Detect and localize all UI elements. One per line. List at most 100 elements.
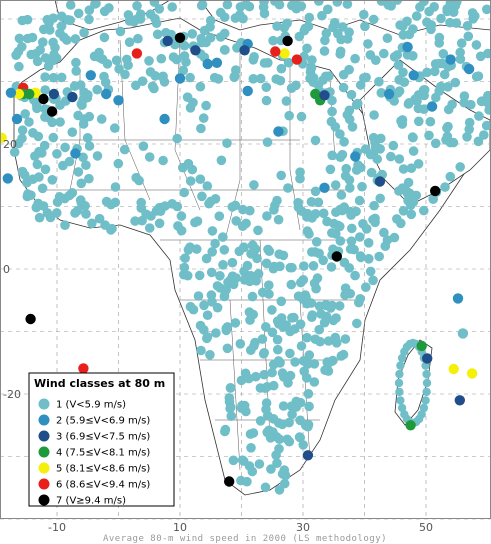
station-marker (227, 202, 238, 212)
legend-swatch (38, 494, 50, 506)
station-marker (216, 155, 227, 166)
station-marker (287, 262, 297, 273)
station-marker (276, 170, 287, 181)
station-marker (230, 318, 241, 328)
station-marker (210, 238, 220, 249)
station-marker (402, 189, 413, 199)
station-marker (314, 248, 324, 259)
station-marker (144, 223, 155, 233)
station-marker (436, 13, 446, 24)
station-marker (351, 100, 362, 110)
legend-box (28, 372, 175, 507)
station-marker (79, 27, 89, 38)
station-marker (181, 57, 191, 67)
station-marker (319, 317, 330, 328)
station-marker (335, 129, 345, 139)
station-marker (84, 111, 95, 122)
station-marker (17, 15, 28, 26)
legend-item: 1 (V<5.9 m/s) (38, 398, 126, 411)
station-marker (96, 114, 107, 124)
station-marker (402, 50, 413, 60)
station-marker (430, 66, 440, 77)
station-marker (262, 211, 272, 221)
station-marker (422, 369, 431, 379)
station-marker (361, 282, 371, 293)
legend-title: Wind classes at 80 m (34, 377, 165, 390)
station-marker (425, 116, 436, 127)
station-marker (40, 85, 50, 95)
station-marker (335, 49, 346, 59)
station-marker (375, 193, 386, 204)
station-marker (171, 54, 182, 65)
station-marker (386, 151, 396, 162)
station-marker (422, 387, 431, 397)
station-marker (266, 464, 276, 474)
station-marker (310, 135, 321, 146)
station-marker (406, 209, 417, 220)
station-marker (363, 39, 373, 49)
station-marker (226, 411, 237, 422)
station-marker (239, 242, 249, 252)
station-marker (113, 95, 124, 106)
station-marker (106, 199, 116, 210)
station-marker (276, 63, 287, 74)
station-marker (294, 31, 305, 42)
station-marker (318, 208, 329, 219)
station-marker (137, 215, 147, 226)
station-marker (70, 34, 81, 44)
station-marker (270, 46, 281, 57)
station-marker (202, 333, 212, 344)
station-marker (445, 171, 456, 182)
station-marker (259, 8, 270, 19)
station-marker (255, 383, 266, 393)
station-marker (257, 334, 268, 344)
station-marker (471, 71, 482, 82)
station-marker (400, 410, 409, 419)
station-marker (383, 88, 395, 100)
station-marker (42, 14, 53, 25)
station-marker (87, 218, 97, 229)
station-marker (145, 67, 156, 77)
station-marker (202, 310, 213, 321)
station-marker (298, 294, 308, 304)
station-marker (274, 434, 285, 445)
station-marker (159, 113, 170, 125)
station-marker (46, 106, 58, 117)
station-marker (328, 355, 338, 366)
station-marker (398, 206, 409, 216)
station-marker (178, 65, 189, 76)
station-marker (296, 341, 307, 351)
station-marker (471, 40, 482, 50)
station-marker (337, 22, 348, 32)
station-marker (273, 344, 283, 355)
station-marker (255, 73, 266, 84)
station-marker (90, 0, 100, 9)
station-marker (37, 183, 48, 194)
station-marker (278, 401, 289, 411)
station-marker (314, 324, 325, 335)
station-marker (299, 366, 310, 377)
map-caption: Average 80-m wind speed in 2000 (LS meth… (103, 534, 387, 544)
station-marker (410, 94, 421, 104)
station-marker (454, 395, 465, 406)
station-marker (302, 332, 312, 343)
station-marker (64, 156, 75, 167)
station-marker (242, 260, 253, 271)
station-marker (445, 54, 456, 65)
station-marker (179, 40, 190, 51)
station-marker (366, 167, 377, 178)
station-marker (395, 387, 404, 397)
station-marker (379, 227, 389, 238)
station-marker (369, 200, 379, 211)
station-marker (32, 159, 43, 170)
station-marker (333, 28, 343, 39)
station-marker (382, 235, 393, 245)
station-marker (327, 300, 338, 311)
station-marker (262, 137, 273, 147)
station-marker (138, 141, 149, 151)
station-marker (34, 212, 45, 223)
station-marker (279, 48, 290, 59)
lon-tick-label: 30 (296, 521, 310, 534)
